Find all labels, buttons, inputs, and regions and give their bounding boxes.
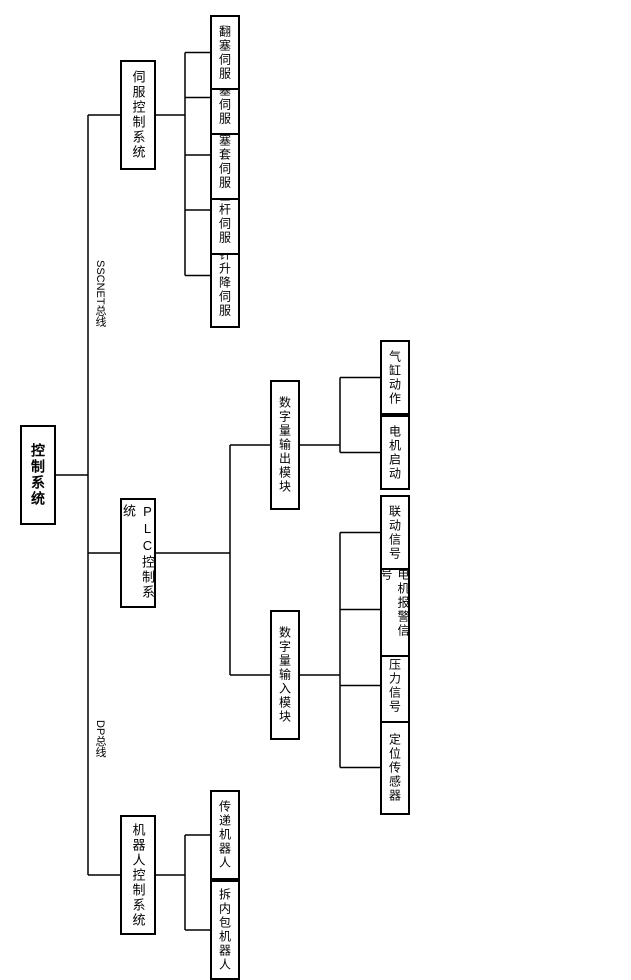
node-label: PLC控制系统	[119, 504, 157, 602]
node-din_d: 联动信号	[380, 495, 410, 570]
node-dout_a: 电机启动	[380, 415, 410, 490]
node-label: 传递机器人	[217, 800, 234, 870]
node-plc_sys: PLC控制系统	[120, 498, 156, 608]
node-label: 伺服控制系统	[129, 70, 148, 160]
node-label: 压力信号	[387, 658, 404, 714]
node-din_a: 定位传感器	[380, 720, 410, 815]
node-servo_sys: 伺服控制系统	[120, 60, 156, 170]
node-label: 拆内包机器人	[217, 888, 234, 972]
bus-label-text: SSCNET总线	[94, 260, 106, 327]
node-label: 气缸动作	[387, 350, 404, 406]
node-label: 数字量输出模块	[277, 396, 294, 494]
connector-lines	[0, 0, 631, 946]
node-din: 数字量输入模块	[270, 610, 300, 740]
node-root: 控制系统	[20, 425, 56, 525]
bus-label-text: DP总线	[94, 720, 106, 757]
node-label: 电机报警信号	[378, 568, 412, 651]
node-dout_b: 气缸动作	[380, 340, 410, 415]
node-label: 联动信号	[387, 505, 404, 561]
node-label: 电机启动	[387, 425, 404, 481]
node-label: 机器人控制系统	[129, 823, 148, 928]
node-robot_sys: 机器人控制系统	[120, 815, 156, 935]
node-label: 定位传感器	[387, 733, 404, 803]
bus-label-dp: DP总线	[92, 720, 108, 757]
bus-label-sscnet: SSCNET总线	[92, 260, 108, 327]
node-label: 控制系统	[28, 443, 48, 507]
node-srv_e: 翻塞伺服	[210, 15, 240, 90]
node-label: 翻塞伺服	[217, 25, 234, 81]
node-din_b: 压力信号	[380, 648, 410, 723]
node-robot_b: 传递机器人	[210, 790, 240, 880]
node-din_c: 电机报警信号	[380, 562, 410, 657]
node-label: 数字量输入模块	[277, 626, 294, 724]
node-dout: 数字量输出模块	[270, 380, 300, 510]
node-robot_a: 拆内包机器人	[210, 880, 240, 980]
